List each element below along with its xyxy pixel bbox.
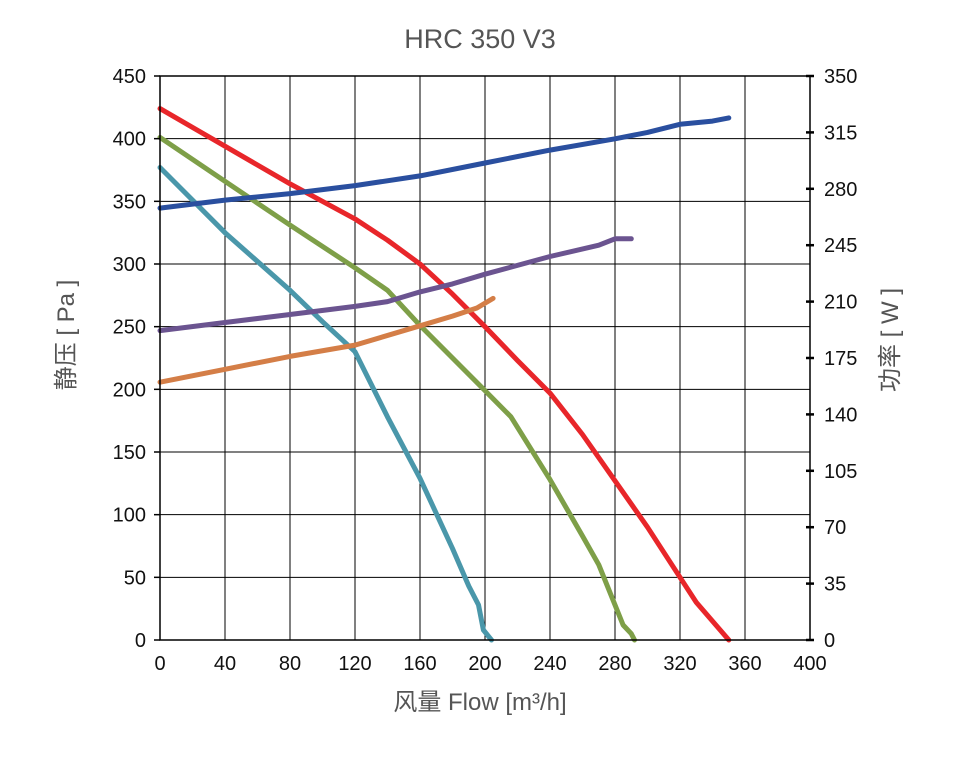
y-right-tick-label: 140 <box>824 404 857 426</box>
x-tick-label: 40 <box>214 653 236 675</box>
y-right-tick-label: 0 <box>824 630 835 652</box>
y-right-tick-label: 350 <box>824 66 857 88</box>
y-axis-left-label: 静压 [ Pa ] <box>53 280 80 391</box>
y-right-tick-label: 175 <box>824 348 857 370</box>
series-line-power-5 <box>157 236 634 334</box>
x-tick-label: 0 <box>154 653 165 675</box>
y-right-tick-label: 315 <box>824 122 857 144</box>
x-tick-label: 160 <box>403 653 436 675</box>
y-right-tick-label: 35 <box>824 574 846 596</box>
y-left-tick-label: 100 <box>113 505 146 527</box>
y-left-tick-label: 350 <box>113 191 146 213</box>
y-right-tick-label: 280 <box>824 179 857 201</box>
y-left-tick-label: 300 <box>113 254 146 276</box>
x-tick-label: 80 <box>279 653 301 675</box>
y-left-tick-label: 0 <box>135 630 146 652</box>
series-line-pressure-1 <box>157 106 732 643</box>
y-right-tick-label: 70 <box>824 517 846 539</box>
x-axis-label: 风量 Flow [m³/h] <box>393 689 566 716</box>
y-axis-right-label: 功率 [ W ] <box>877 288 904 392</box>
x-tick-label: 200 <box>468 653 501 675</box>
y-left-tick-label: 150 <box>113 442 146 464</box>
x-tick-label: 240 <box>533 653 566 675</box>
series-line-power-4 <box>157 115 732 211</box>
x-tick-label: 120 <box>338 653 371 675</box>
y-left-tick-label: 250 <box>113 317 146 339</box>
y-left-tick-label: 400 <box>113 129 146 151</box>
x-tick-label: 360 <box>728 653 761 675</box>
chart-title: HRC 350 V3 <box>404 24 556 54</box>
x-tick-label: 320 <box>663 653 696 675</box>
series-line-pressure-2 <box>157 134 637 643</box>
axis-ticks: 0 40 80 120 160 200 240 280 320 360 40005010015020… <box>113 66 858 675</box>
y-right-tick-label: 105 <box>824 461 857 483</box>
y-left-tick-label: 50 <box>124 567 146 589</box>
y-right-tick-label: 245 <box>824 235 857 257</box>
series-line-pressure-3 <box>157 165 494 643</box>
series-curves <box>157 106 732 643</box>
y-left-tick-label: 200 <box>113 379 146 401</box>
y-left-tick-label: 450 <box>113 66 146 88</box>
x-tick-label: 400 <box>793 653 826 675</box>
y-right-tick-label: 210 <box>824 292 857 314</box>
x-tick-label: 280 <box>598 653 631 675</box>
series-line-power-6 <box>157 295 496 385</box>
